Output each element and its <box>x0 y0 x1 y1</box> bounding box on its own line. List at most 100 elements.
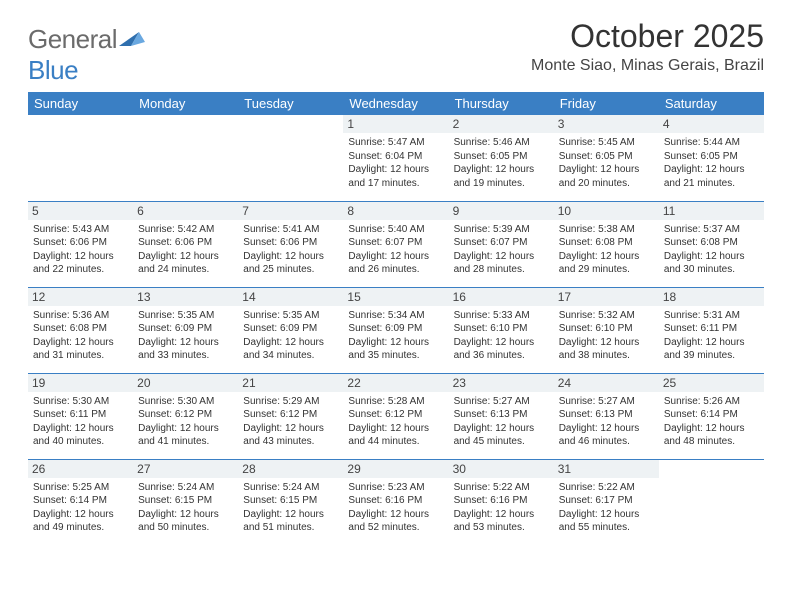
daylight2-line: and 38 minutes. <box>559 349 654 363</box>
calendar-cell: 31Sunrise: 5:22 AMSunset: 6:17 PMDayligh… <box>554 459 659 545</box>
cell-details: Sunrise: 5:31 AMSunset: 6:11 PMDaylight:… <box>663 309 760 363</box>
logo-word1: General <box>28 24 117 54</box>
day-number: 16 <box>449 288 554 306</box>
calendar-cell: 29Sunrise: 5:23 AMSunset: 6:16 PMDayligh… <box>343 459 448 545</box>
calendar-week-row: 12Sunrise: 5:36 AMSunset: 6:08 PMDayligh… <box>28 287 764 373</box>
day-number: 22 <box>343 374 448 392</box>
cell-details: Sunrise: 5:32 AMSunset: 6:10 PMDaylight:… <box>558 309 655 363</box>
daylight2-line: and 19 minutes. <box>454 177 549 191</box>
daylight1-line: Daylight: 12 hours <box>243 250 338 264</box>
day-number: 14 <box>238 288 343 306</box>
sunrise-line: Sunrise: 5:39 AM <box>454 223 549 237</box>
calendar-cell: 23Sunrise: 5:27 AMSunset: 6:13 PMDayligh… <box>449 373 554 459</box>
daylight1-line: Daylight: 12 hours <box>348 250 443 264</box>
day-number: 9 <box>449 202 554 220</box>
daylight2-line: and 17 minutes. <box>348 177 443 191</box>
sunrise-line: Sunrise: 5:25 AM <box>33 481 128 495</box>
title-block: October 2025 Monte Siao, Minas Gerais, B… <box>531 18 764 75</box>
daylight1-line: Daylight: 12 hours <box>454 163 549 177</box>
cell-details: Sunrise: 5:37 AMSunset: 6:08 PMDaylight:… <box>663 223 760 277</box>
sunset-line: Sunset: 6:05 PM <box>454 150 549 164</box>
calendar-cell: 18 Sunrise: 5:31 AMSunset: 6:11 PMDayligh… <box>659 287 764 373</box>
calendar-cell: 15Sunrise: 5:34 AMSunset: 6:09 PMDayligh… <box>343 287 448 373</box>
daylight1-line: Daylight: 12 hours <box>138 508 233 522</box>
daylight1-line: Daylight: 12 hours <box>664 336 759 350</box>
cell-details: Sunrise: 5:33 AMSunset: 6:10 PMDaylight:… <box>453 309 550 363</box>
sunrise-line: Sunrise: 5:34 AM <box>348 309 443 323</box>
calendar-cell: 25Sunrise: 5:26 AMSunset: 6:14 PMDayligh… <box>659 373 764 459</box>
sunrise-line: Sunrise: 5:47 AM <box>348 136 443 150</box>
daylight2-line: and 48 minutes. <box>664 435 759 449</box>
sunset-line: Sunset: 6:11 PM <box>664 322 759 336</box>
sunrise-line: Sunrise: 5:28 AM <box>348 395 443 409</box>
calendar-cell: 1Sunrise: 5:47 AMSunset: 6:04 PMDaylight… <box>343 115 448 201</box>
sunrise-line: Sunrise: 5:40 AM <box>348 223 443 237</box>
day-number: 18 <box>659 288 764 306</box>
sunset-line: Sunset: 6:09 PM <box>138 322 233 336</box>
calendar-cell: 8Sunrise: 5:40 AMSunset: 6:07 PMDaylight… <box>343 201 448 287</box>
daylight2-line: and 45 minutes. <box>454 435 549 449</box>
sunrise-line: Sunrise: 5:27 AM <box>559 395 654 409</box>
daylight1-line: Daylight: 12 hours <box>138 336 233 350</box>
day-number: 24 <box>554 374 659 392</box>
sunset-line: Sunset: 6:10 PM <box>559 322 654 336</box>
cell-details: Sunrise: 5:27 AMSunset: 6:13 PMDaylight:… <box>453 395 550 449</box>
sunrise-line: Sunrise: 5:36 AM <box>33 309 128 323</box>
daylight2-line: and 52 minutes. <box>348 521 443 535</box>
daylight2-line: and 29 minutes. <box>559 263 654 277</box>
daylight1-line: Daylight: 12 hours <box>243 422 338 436</box>
calendar-cell <box>28 115 133 201</box>
calendar-week-row: 1Sunrise: 5:47 AMSunset: 6:04 PMDaylight… <box>28 115 764 201</box>
daylight1-line: Daylight: 12 hours <box>664 163 759 177</box>
logo: General Blue <box>28 18 145 86</box>
daylight1-line: Daylight: 12 hours <box>559 508 654 522</box>
sunrise-line: Sunrise: 5:38 AM <box>559 223 654 237</box>
calendar-cell: 2Sunrise: 5:46 AMSunset: 6:05 PMDaylight… <box>449 115 554 201</box>
day-number: 5 <box>28 202 133 220</box>
daylight2-line: and 21 minutes. <box>664 177 759 191</box>
cell-details: Sunrise: 5:27 AMSunset: 6:13 PMDaylight:… <box>558 395 655 449</box>
day-number: 30 <box>449 460 554 478</box>
sunset-line: Sunset: 6:08 PM <box>33 322 128 336</box>
calendar-cell: 14Sunrise: 5:35 AMSunset: 6:09 PMDayligh… <box>238 287 343 373</box>
sunset-line: Sunset: 6:13 PM <box>454 408 549 422</box>
calendar-cell: 3Sunrise: 5:45 AMSunset: 6:05 PMDaylight… <box>554 115 659 201</box>
calendar-cell: 28 Sunrise: 5:24 AMSunset: 6:15 PMDayligh… <box>238 459 343 545</box>
daylight1-line: Daylight: 12 hours <box>664 250 759 264</box>
sunset-line: Sunset: 6:09 PM <box>348 322 443 336</box>
day-number: 17 <box>554 288 659 306</box>
cell-details: Sunrise: 5:47 AMSunset: 6:04 PMDaylight:… <box>347 136 444 190</box>
daylight1-line: Daylight: 12 hours <box>559 163 654 177</box>
daylight2-line: and 35 minutes. <box>348 349 443 363</box>
calendar-cell: 11Sunrise: 5:37 AMSunset: 6:08 PMDayligh… <box>659 201 764 287</box>
sunrise-line: Sunrise: 5:23 AM <box>348 481 443 495</box>
sunset-line: Sunset: 6:12 PM <box>243 408 338 422</box>
day-number: 26 <box>28 460 133 478</box>
calendar-cell: 27Sunrise: 5:24 AMSunset: 6:15 PMDayligh… <box>133 459 238 545</box>
day-number: 15 <box>343 288 448 306</box>
calendar-cell: 24 Sunrise: 5:27 AMSunset: 6:13 PMDayligh… <box>554 373 659 459</box>
cell-details: Sunrise: 5:30 AMSunset: 6:12 PMDaylight:… <box>137 395 234 449</box>
calendar-cell: 9 Sunrise: 5:39 AMSunset: 6:07 PMDaylight… <box>449 201 554 287</box>
day-number: 7 <box>238 202 343 220</box>
sunset-line: Sunset: 6:08 PM <box>559 236 654 250</box>
cell-details: Sunrise: 5:24 AMSunset: 6:15 PMDaylight:… <box>242 481 339 535</box>
daylight1-line: Daylight: 12 hours <box>348 422 443 436</box>
calendar-cell: 16 Sunrise: 5:33 AMSunset: 6:10 PMDayligh… <box>449 287 554 373</box>
sunrise-line: Sunrise: 5:22 AM <box>454 481 549 495</box>
daylight2-line: and 26 minutes. <box>348 263 443 277</box>
day-number: 28 <box>238 460 343 478</box>
cell-details: Sunrise: 5:30 AMSunset: 6:11 PMDaylight:… <box>32 395 129 449</box>
calendar-cell: 19Sunrise: 5:30 AMSunset: 6:11 PMDayligh… <box>28 373 133 459</box>
day-number: 31 <box>554 460 659 478</box>
kite-icon <box>119 24 145 55</box>
daylight2-line: and 28 minutes. <box>454 263 549 277</box>
daylight2-line: and 20 minutes. <box>559 177 654 191</box>
calendar-cell: 7Sunrise: 5:41 AMSunset: 6:06 PMDaylight… <box>238 201 343 287</box>
cell-details: Sunrise: 5:29 AMSunset: 6:12 PMDaylight:… <box>242 395 339 449</box>
sunrise-line: Sunrise: 5:45 AM <box>559 136 654 150</box>
daylight2-line: and 24 minutes. <box>138 263 233 277</box>
daylight1-line: Daylight: 12 hours <box>138 422 233 436</box>
calendar-cell: 5Sunrise: 5:43 AMSunset: 6:06 PMDaylight… <box>28 201 133 287</box>
cell-details: Sunrise: 5:39 AMSunset: 6:07 PMDaylight:… <box>453 223 550 277</box>
